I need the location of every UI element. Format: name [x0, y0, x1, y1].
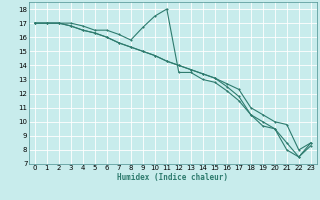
X-axis label: Humidex (Indice chaleur): Humidex (Indice chaleur)	[117, 173, 228, 182]
